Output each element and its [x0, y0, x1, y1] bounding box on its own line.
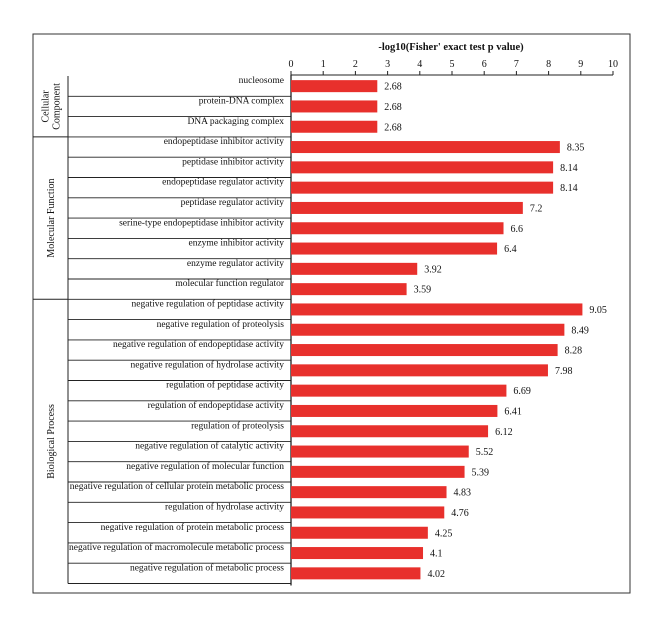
category-label: peptidase inhibitor activity: [182, 157, 284, 167]
x-tick-label: 4: [417, 59, 422, 70]
category-label: negative regulation of protein metabolic…: [101, 522, 285, 533]
x-tick-label: 1: [321, 59, 326, 70]
bar: [291, 283, 407, 296]
value-label: 4.1: [430, 549, 443, 560]
bar: [291, 222, 504, 235]
value-label: 3.59: [414, 285, 432, 296]
category-label: negative regulation of macromolecule met…: [69, 542, 284, 553]
category-label: negative regulation of molecular functio…: [126, 461, 284, 472]
value-label: 4.25: [435, 528, 453, 539]
bar: [291, 404, 498, 417]
bar: [291, 80, 378, 93]
category-label: negative regulation of catalytic activit…: [135, 441, 284, 452]
category-label: regulation of proteolysis: [191, 420, 284, 431]
bar: [291, 242, 498, 255]
group-label: Molecular Function: [46, 179, 57, 258]
bar: [291, 384, 507, 397]
x-tick-label: 0: [289, 59, 294, 70]
x-tick-label: 10: [608, 59, 618, 70]
value-label: 7.2: [530, 203, 543, 214]
value-label: 9.05: [589, 305, 607, 316]
category-label: enzyme inhibitor activity: [188, 239, 284, 249]
value-label: 7.98: [555, 366, 573, 377]
x-tick-label: 5: [450, 59, 455, 70]
category-label: regulation of endopeptidase activity: [148, 400, 285, 411]
category-label: negative regulation of hydrolase activit…: [130, 359, 284, 370]
group-label: Biological Process: [46, 404, 57, 479]
category-label: endopeptidase inhibitor activity: [164, 137, 285, 147]
category-label: nucleosome: [239, 76, 284, 86]
x-tick-label: 7: [514, 59, 519, 70]
bar: [291, 100, 378, 113]
value-label: 3.92: [424, 264, 442, 275]
value-label: 6.12: [495, 427, 512, 438]
bar: [291, 344, 558, 357]
group-label: Cellular: [41, 90, 52, 123]
category-label: endopeptidase regulator activity: [162, 178, 284, 188]
value-label: 6.69: [513, 386, 531, 397]
bar: [291, 262, 418, 275]
category-label: enzyme regulator activity: [187, 259, 284, 269]
value-label: 8.14: [560, 163, 578, 174]
value-label: 8.28: [565, 346, 583, 357]
value-label: 8.49: [571, 325, 589, 336]
x-tick-label: 9: [578, 59, 583, 70]
bar: [291, 323, 565, 336]
bar: [291, 120, 378, 133]
category-label: regulation of hydrolase activity: [165, 501, 284, 512]
value-label: 8.35: [567, 143, 585, 154]
bar: [291, 201, 523, 214]
value-label: 8.14: [560, 183, 578, 194]
category-label: negative regulation of metabolic process: [130, 562, 284, 573]
category-label: DNA packaging complex: [187, 117, 284, 127]
bars: nucleosome 2.68 protein-DNA complex 2.68 DNA…: [69, 76, 607, 580]
x-tick-label: 6: [482, 59, 487, 70]
category-label: regulation of peptidase activity: [166, 380, 284, 391]
bar: [291, 526, 428, 539]
value-label: 6.6: [511, 224, 524, 235]
category-label: negative regulation of endopeptidase act…: [113, 339, 284, 350]
group-label: Component: [52, 83, 63, 130]
bar: [291, 303, 583, 316]
value-label: 6.4: [504, 244, 516, 255]
bar: [291, 364, 548, 377]
value-label: 6.41: [504, 406, 521, 417]
bar: [291, 161, 554, 174]
bar: [291, 567, 421, 580]
bar: [291, 547, 424, 560]
group-brackets: Cellular Component Molecular Function Biolo…: [33, 76, 291, 584]
category-label: serine-type endopeptidase inhibitor acti…: [119, 218, 284, 228]
bar: [291, 141, 560, 154]
value-label: 4.76: [451, 508, 469, 519]
x-tick-label: 8: [546, 59, 551, 70]
bar: [291, 506, 445, 519]
category-label: negative regulation of cellular protein …: [70, 481, 284, 492]
category-label: peptidase regulator activity: [181, 198, 285, 208]
bar: [291, 445, 469, 458]
value-label: 4.83: [454, 488, 472, 499]
x-tick-label: 2: [353, 59, 358, 70]
value-label: 2.68: [384, 102, 402, 113]
category-label: negative regulation of proteolysis: [157, 319, 285, 330]
category-label: negative regulation of peptidase activit…: [132, 298, 285, 309]
x-axis-title: -log10(Fisher' exact test p value): [378, 42, 524, 53]
value-label: 5.39: [472, 467, 490, 478]
value-label: 2.68: [384, 82, 402, 93]
value-label: 5.52: [476, 447, 494, 458]
bar: [291, 425, 489, 438]
bar: [291, 181, 554, 194]
category-label: molecular function regulator: [175, 278, 285, 289]
bar: [291, 486, 447, 499]
value-label: 4.02: [427, 569, 445, 580]
bar: [291, 465, 465, 478]
x-tick-label: 3: [385, 59, 390, 70]
value-label: 2.68: [384, 122, 402, 133]
category-label: protein-DNA complex: [199, 96, 284, 106]
chart-frame: [32, 33, 631, 594]
